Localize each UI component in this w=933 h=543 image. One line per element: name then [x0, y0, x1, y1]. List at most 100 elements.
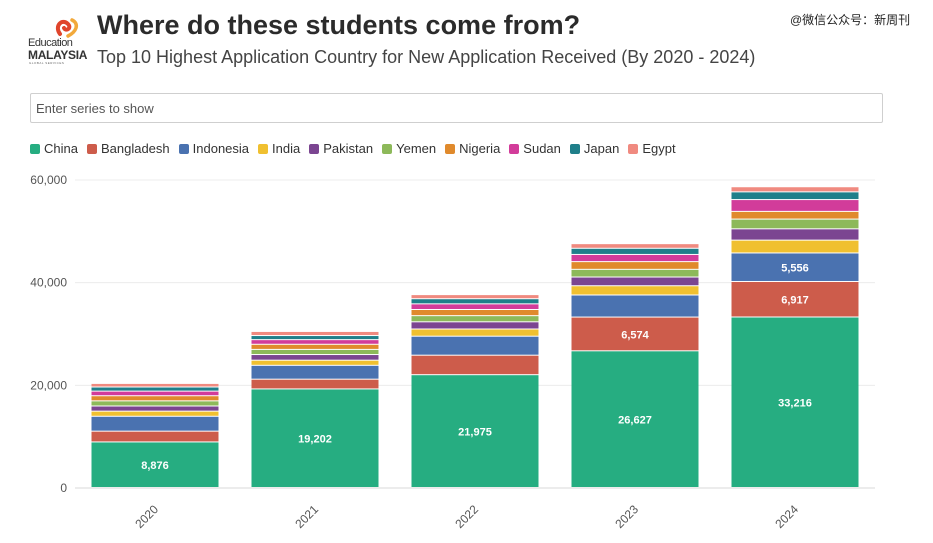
- legend-label: Nigeria: [459, 141, 501, 156]
- watermark-text: @微信公众号：新周刊: [790, 13, 911, 27]
- legend-swatch: [258, 144, 269, 154]
- bar-segment-bangladesh-2020: [91, 431, 219, 442]
- legend-item-pakistan[interactable]: Pakistan: [309, 141, 373, 156]
- data-label: 33,216: [778, 398, 812, 410]
- bar-segment-indonesia-2024: [731, 253, 859, 281]
- bar-segment-egypt-2023: [571, 244, 699, 248]
- bar-segment-sudan-2024: [731, 200, 859, 211]
- legend-swatch: [30, 144, 40, 154]
- chart-legend: China Bangladesh Indonesia India Pakistan Yem…: [30, 140, 685, 158]
- bar-segment-china-2021: [251, 389, 379, 487]
- bar-segment-bangladesh-2021: [251, 379, 379, 389]
- bar-segment-japan-2023: [571, 248, 699, 254]
- bar-segment-egypt-2021: [251, 331, 379, 336]
- bar-segment-india-2023: [571, 286, 699, 295]
- legend-label: Pakistan: [323, 141, 374, 156]
- bar-segment-pakistan-2021: [251, 355, 379, 360]
- legend-label: Yemen: [396, 141, 437, 156]
- bar-segment-china-2024: [731, 317, 859, 487]
- bar-segment-china-2022: [411, 375, 539, 487]
- data-label: 21,975: [458, 427, 492, 439]
- bar-segment-sudan-2020: [91, 391, 219, 396]
- bar-segment-indonesia-2023: [571, 295, 699, 317]
- bar-segment-egypt-2020: [91, 383, 219, 387]
- bar-segment-japan-2022: [411, 299, 539, 304]
- legend-item-japan[interactable]: Japan: [569, 141, 620, 156]
- y-tick-label: 20,000: [30, 378, 67, 392]
- bar-segment-japan-2021: [251, 336, 379, 340]
- bar-segment-indonesia-2022: [411, 336, 539, 355]
- page-title: Where do these students come from?: [97, 10, 581, 40]
- data-label: 5,556: [781, 263, 809, 275]
- legend-label: Sudan: [523, 141, 561, 156]
- bar-segment-egypt-2022: [411, 295, 539, 299]
- bar-segment-bangladesh-2024: [731, 281, 859, 317]
- bar-segment-nigeria-2022: [411, 310, 539, 316]
- bar-segment-nigeria-2020: [91, 396, 219, 401]
- bar-segment-india-2021: [251, 360, 379, 365]
- bar-segment-china-2023: [571, 351, 699, 487]
- y-tick-label: 40,000: [30, 276, 67, 290]
- x-tick-label: 2024: [772, 502, 801, 531]
- legend-swatch: [178, 144, 189, 154]
- bar-segment-yemen-2024: [731, 219, 859, 229]
- data-label: 26,627: [618, 415, 652, 427]
- bar-segment-china-2020: [91, 442, 219, 487]
- data-label: 6,917: [781, 295, 809, 307]
- logo-tagline: GLOBAL SERVICES: [29, 61, 65, 65]
- bar-segment-bangladesh-2023: [571, 317, 699, 351]
- bar-segment-nigeria-2024: [731, 211, 859, 219]
- series-search-input[interactable]: Enter series to show: [30, 93, 883, 123]
- logo-mark-icon: [55, 18, 79, 38]
- bar-segment-egypt-2024: [731, 187, 859, 192]
- bar-segment-nigeria-2021: [251, 344, 379, 349]
- legend-item-sudan[interactable]: Sudan: [509, 141, 561, 156]
- bar-segment-yemen-2022: [411, 316, 539, 322]
- bar-segment-pakistan-2020: [91, 406, 219, 411]
- legend-swatch: [569, 144, 580, 154]
- bar-segment-nigeria-2023: [571, 262, 699, 269]
- legend-swatch: [86, 144, 97, 154]
- legend-item-egypt[interactable]: Egypt: [628, 141, 676, 156]
- legend-item-indonesia[interactable]: Indonesia: [178, 141, 250, 156]
- bar-segment-india-2020: [91, 411, 219, 416]
- bar-segment-yemen-2023: [571, 269, 699, 277]
- legend-item-bangladesh[interactable]: Bangladesh: [86, 141, 170, 156]
- bar-segment-india-2022: [411, 329, 539, 336]
- y-tick-label: 60,000: [30, 173, 67, 187]
- legend-label: Indonesia: [192, 141, 250, 156]
- legend-swatch: [445, 144, 456, 154]
- data-label: 19,202: [298, 434, 332, 446]
- bar-segment-pakistan-2024: [731, 229, 859, 240]
- bar-segment-bangladesh-2022: [411, 355, 539, 375]
- legend-swatch: [628, 144, 639, 154]
- x-tick-label: 2021: [292, 502, 321, 531]
- legend-item-india[interactable]: India: [258, 141, 300, 156]
- bar-segment-sudan-2023: [571, 254, 699, 262]
- x-tick-label: 2023: [612, 502, 641, 531]
- bar-segment-sudan-2022: [411, 304, 539, 310]
- series-search-placeholder: Enter series to show: [36, 101, 154, 116]
- bar-segment-india-2024: [731, 240, 859, 253]
- bar-segment-indonesia-2020: [91, 416, 219, 431]
- logo-line2: MALAYSIA: [28, 48, 88, 62]
- bar-segment-pakistan-2022: [411, 322, 539, 329]
- legend-label: Japan: [583, 141, 620, 156]
- bar-segment-indonesia-2021: [251, 365, 379, 379]
- legend-label: China: [44, 141, 78, 156]
- y-tick-label: 0: [60, 481, 67, 495]
- bar-segment-japan-2020: [91, 387, 219, 391]
- legend-label: Egypt: [642, 141, 676, 156]
- bar-segment-japan-2024: [731, 192, 859, 200]
- education-malaysia-logo: Education MALAYSIA GLOBAL SERVICES: [28, 16, 92, 65]
- logo-line1: Education: [28, 37, 73, 49]
- legend-item-china[interactable]: China: [30, 141, 78, 156]
- legend-item-yemen[interactable]: Yemen: [382, 141, 436, 156]
- x-tick-label: 2020: [132, 502, 161, 531]
- data-label: 8,876: [141, 460, 169, 472]
- bar-segment-yemen-2020: [91, 401, 219, 406]
- legend-swatch: [382, 144, 393, 154]
- legend-label: Bangladesh: [100, 141, 170, 156]
- legend-item-nigeria[interactable]: Nigeria: [445, 141, 500, 156]
